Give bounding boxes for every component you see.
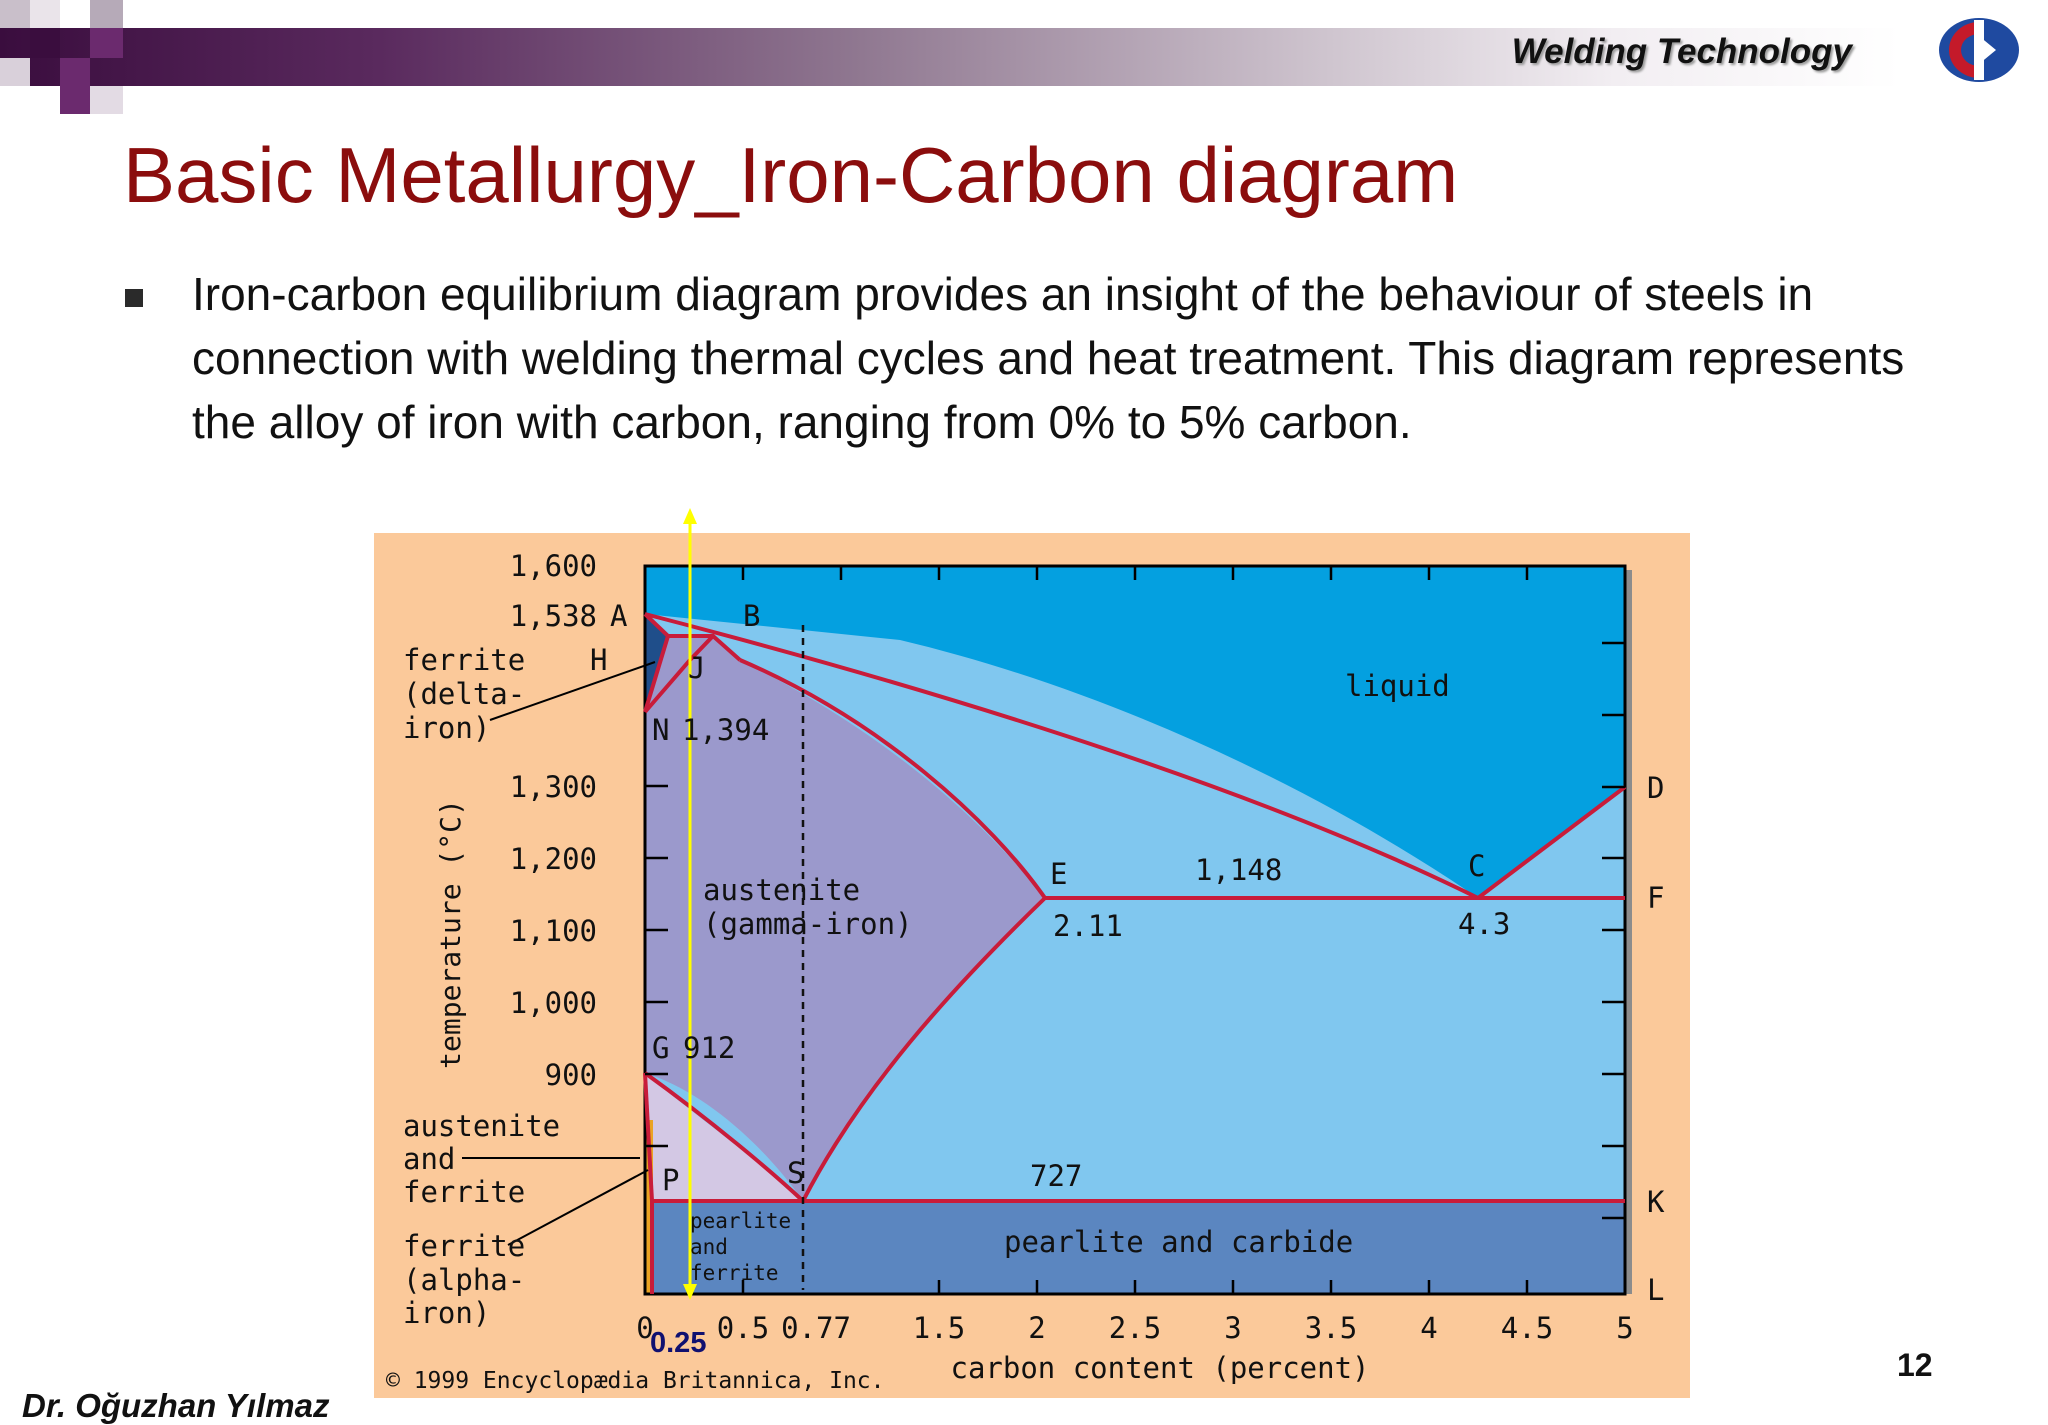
footer-author: Dr. Oğuzhan Yılmaz [22, 1387, 330, 1424]
copyright: © 1999 Encyclopædia Britannica, Inc. [386, 1368, 885, 1394]
point-label-h: H [590, 643, 607, 677]
eutectoid-temperature: 727 [1030, 1159, 1082, 1193]
header-square [90, 86, 123, 114]
point-label-s: S [787, 1156, 804, 1190]
x-axis-label: carbon content (percent) [950, 1351, 1369, 1385]
n-temperature: 1,394 [682, 713, 769, 747]
side-label-alpha: (alpha- [403, 1263, 525, 1297]
header-square [30, 0, 60, 28]
side-label-austenite-ferrite: ferrite [403, 1175, 525, 1209]
y-tick-label: 1,300 [510, 770, 597, 804]
y-axis-label: temperature (°C) [434, 799, 467, 1069]
header-square [0, 58, 30, 86]
point-label-b: B [743, 599, 760, 633]
x-tick-label: 2.5 [1109, 1311, 1161, 1345]
point-label-c: C [1468, 849, 1485, 883]
header-bar [0, 28, 1900, 86]
region-liquid [645, 566, 1625, 898]
axis-ticks [645, 564, 1625, 1294]
y-tick-label: 900 [545, 1058, 597, 1092]
header-title: Welding Technology [1511, 32, 1852, 71]
point-label-k: K [1647, 1185, 1665, 1219]
marker-value: 0.25 [650, 1327, 706, 1359]
region-austenite [645, 614, 1045, 1201]
g-temperature: 912 [683, 1031, 735, 1065]
x-tick-label: 5 [1616, 1311, 1633, 1345]
region-label-pearlite-ferrite: ferrite [690, 1261, 779, 1285]
e-carbon: 2.11 [1053, 909, 1123, 943]
point-label-j: J [688, 651, 705, 685]
region-austenite-ferrite [645, 1073, 803, 1201]
x-tick-label: 4 [1420, 1311, 1437, 1345]
x-tick-label: 1.5 [913, 1311, 965, 1345]
marker-arrow-down-icon [683, 1284, 697, 1300]
side-label-austenite-ferrite: and [403, 1142, 455, 1176]
bullet-text: Iron-carbon equilibrium diagram provides… [192, 268, 1905, 448]
point-label-a: A [610, 599, 627, 633]
point-label-d: D [1647, 771, 1664, 805]
y-tick-label: 1,600 [510, 549, 597, 583]
y-tick-label: 1,000 [510, 986, 597, 1020]
x-tick-label: 0 [636, 1311, 653, 1345]
point-label-e: E [1050, 857, 1067, 891]
region-alpha [645, 1120, 653, 1294]
side-label-austenite-ferrite: austenite [403, 1109, 560, 1143]
header-square [60, 86, 90, 114]
side-label-alpha: iron) [403, 1296, 490, 1330]
x-tick-label: 0.5 [717, 1311, 769, 1345]
header-square [30, 28, 60, 58]
side-label-delta: iron) [403, 711, 490, 745]
region-label-gamma: (gamma-iron) [703, 907, 913, 941]
region-label-liquid: liquid [1345, 669, 1450, 703]
header-square [90, 0, 123, 28]
square-bullet-icon [125, 289, 143, 307]
c-carbon: 4.3 [1458, 907, 1510, 941]
side-label-delta: ferrite [403, 643, 525, 677]
point-label-l: L [1647, 1273, 1664, 1307]
region-label-pearlite-ferrite: pearlite [690, 1209, 791, 1233]
header-square [0, 0, 30, 28]
eutectic-temperature: 1,148 [1195, 853, 1282, 887]
y-tick-label: 1,538 [510, 599, 597, 633]
marker-arrow-up-icon [683, 508, 697, 524]
point-label-g: G [652, 1031, 669, 1065]
y-tick-label: 1,200 [510, 842, 597, 876]
x-tick-label: 4.5 [1501, 1311, 1553, 1345]
x-tick-label: 3 [1224, 1311, 1241, 1345]
side-label-delta: (delta- [403, 677, 525, 711]
region-label-austenite: austenite [703, 873, 860, 907]
header-square [90, 28, 123, 58]
university-logo-icon [1939, 18, 2019, 82]
y-tick-label: 1,100 [510, 914, 597, 948]
page-number: 12 [1897, 1347, 1933, 1383]
x-tick-label: 3.5 [1305, 1311, 1357, 1345]
x-tick-label: 0.77 [781, 1311, 851, 1345]
point-label-f: F [1647, 881, 1664, 915]
point-label-n: N [652, 713, 669, 747]
point-label-p: P [662, 1163, 679, 1197]
region-pearlite [645, 1201, 1625, 1294]
region-label-pearlite-ferrite: and [690, 1235, 728, 1259]
x-tick-label: 2 [1028, 1311, 1045, 1345]
region-label-pearlite-carbide: pearlite and carbide [1004, 1225, 1353, 1259]
side-label-alpha: ferrite [403, 1229, 525, 1263]
header-square [60, 58, 90, 86]
slide-title: Basic Metallurgy_Iron-Carbon diagram [123, 131, 1459, 219]
